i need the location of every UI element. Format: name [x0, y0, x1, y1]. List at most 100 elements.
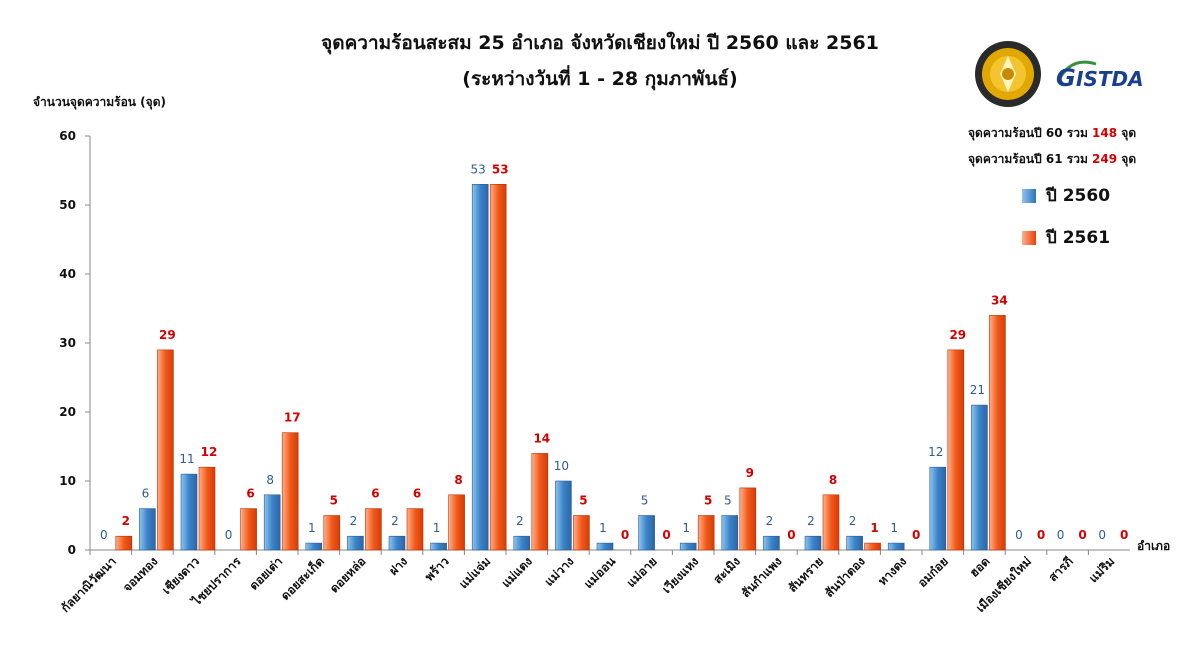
bar-2561	[323, 515, 341, 551]
data-label-2561: 0	[621, 528, 629, 542]
bar-2560	[139, 508, 156, 551]
data-label-2561: 6	[371, 487, 379, 501]
data-label-2560: 6	[142, 487, 150, 501]
y-tick-label: 0	[68, 543, 76, 557]
bar-2560	[638, 515, 655, 551]
data-label-2561: 5	[704, 494, 712, 508]
bar-2561	[240, 508, 257, 551]
chart-title: จุดความร้อนสะสม 25 อำเภอ จังหวัดเชียงใหม…	[321, 32, 879, 54]
x-tick-label: แม่อาย	[624, 554, 660, 590]
data-label-2560: 0	[1015, 528, 1023, 542]
data-label-2560: 2	[849, 514, 857, 528]
data-label-2560: 1	[890, 521, 898, 535]
x-tick-label: แม่แจ่ม	[456, 554, 493, 591]
data-label-2561: 9	[746, 466, 754, 480]
data-label-2561: 2	[122, 514, 130, 528]
x-tick-label: เชียงดาว	[159, 554, 202, 597]
data-label-2561: 8	[829, 473, 837, 487]
chart-subtitle: (ระหว่างวันที่ 1 - 28 กุมภาพันธ์)	[462, 68, 738, 90]
svg-text:ISTDA: ISTDA	[1076, 67, 1144, 91]
bar-2561	[989, 315, 1006, 551]
data-label-2561: 0	[912, 528, 920, 542]
data-label-2560: 5	[641, 494, 649, 508]
bar-2561	[115, 535, 133, 551]
y-tick-label: 40	[59, 267, 76, 281]
bar-2561	[365, 508, 382, 551]
data-label-2561: 34	[991, 293, 1008, 307]
data-label-2560: 2	[766, 514, 774, 528]
data-label-2561: 12	[201, 445, 218, 459]
data-label-2560: 0	[100, 528, 108, 542]
data-label-2560: 1	[433, 521, 441, 535]
bar-2561	[448, 494, 465, 551]
data-label-2561: 1	[870, 521, 878, 535]
data-label-2561: 53	[492, 162, 509, 176]
x-tick-label: กัลยาณิวัฒนา	[58, 554, 119, 615]
x-tick-label: สันป่าตอง	[822, 554, 868, 600]
data-label-2561: 0	[787, 528, 795, 542]
bar-2561	[281, 432, 299, 551]
y-tick-label: 30	[59, 336, 76, 350]
y-axis-title: จำนวนจุดความร้อน (จุด)	[33, 95, 166, 110]
bar-2561	[739, 487, 757, 551]
legend-item-2560: ปี 2560	[1022, 182, 1110, 209]
x-tick-label: ฮอด	[967, 554, 993, 580]
ministry-seal-logo	[975, 41, 1041, 107]
bar-2560	[596, 542, 614, 551]
data-label-2560: 11	[179, 452, 194, 466]
data-label-2560: 10	[554, 459, 569, 473]
bar-2560	[846, 535, 863, 551]
data-label-2560: 12	[928, 445, 943, 459]
bar-2560	[804, 535, 822, 551]
bar-2560	[388, 535, 406, 551]
data-label-2561: 5	[579, 494, 587, 508]
data-label-2560: 0	[1098, 528, 1106, 542]
data-label-2561: 14	[533, 431, 550, 445]
summary-2560-prefix: จุดความร้อนปี 60 รวม	[968, 126, 1088, 140]
bar-2560	[763, 535, 780, 551]
bar-2560	[513, 535, 531, 551]
x-tick-label: สันกำแพง	[739, 554, 785, 600]
summary-2561-prefix: จุดความร้อนปี 61 รวม	[968, 152, 1088, 166]
data-label-2560: 1	[308, 521, 316, 535]
data-label-2560: 0	[1057, 528, 1065, 542]
data-label-2561: 17	[284, 411, 301, 425]
summary-2561: จุดความร้อนปี 61 รวม 249 จุด	[968, 150, 1136, 169]
legend-swatch-2560	[1022, 188, 1036, 203]
y-tick-label: 10	[59, 474, 76, 488]
data-label-2560: 8	[266, 473, 274, 487]
data-label-2560: 5	[724, 494, 732, 508]
svg-text:G: G	[1056, 64, 1076, 92]
bar-2560	[180, 473, 198, 551]
bar-2561	[697, 515, 715, 551]
bar-2560	[971, 404, 988, 551]
x-tick-label: ดอยหล่อ	[327, 554, 368, 595]
x-tick-label: จอมทอง	[120, 554, 160, 594]
data-label-2560: 2	[516, 514, 524, 528]
bar-2560	[430, 542, 447, 551]
summary-2561-unit: จุด	[1121, 152, 1137, 166]
bar-2560	[305, 542, 323, 551]
bar-2561	[157, 349, 174, 551]
x-tick-label: สันทราย	[785, 554, 826, 595]
bar-2561	[406, 508, 424, 551]
x-tick-label: สารภี	[1046, 554, 1076, 584]
data-label-2561: 29	[949, 328, 966, 342]
bar-2560	[471, 184, 489, 551]
bar-2560	[679, 542, 697, 551]
data-label-2561: 0	[1078, 528, 1086, 542]
legend-swatch-2561	[1022, 230, 1036, 245]
data-label-2561: 0	[1037, 528, 1045, 542]
bar-2561	[198, 466, 216, 551]
gistda-logo: G ISTDA	[1056, 60, 1144, 92]
data-label-2561: 5	[330, 494, 338, 508]
bar-2560	[555, 480, 572, 551]
x-tick-label: อมก๋อย	[915, 554, 951, 590]
bar-2560	[347, 535, 364, 551]
x-tick-label: ดอยเต่า	[247, 554, 286, 593]
data-label-2560: 21	[970, 383, 985, 397]
data-label-2560: 1	[682, 521, 690, 535]
data-label-2560: 2	[391, 514, 399, 528]
x-tick-label: ฝาง	[386, 554, 410, 578]
